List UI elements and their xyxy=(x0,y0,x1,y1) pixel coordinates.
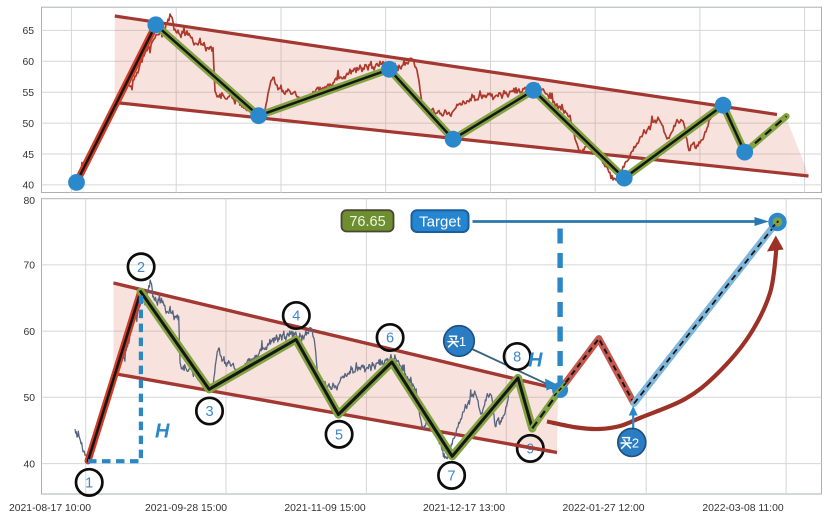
svg-text:2: 2 xyxy=(632,436,639,451)
svg-text:40: 40 xyxy=(23,459,35,470)
svg-text:2: 2 xyxy=(137,260,145,276)
svg-text:9: 9 xyxy=(526,441,534,457)
svg-text:2022-03-08 11:00: 2022-03-08 11:00 xyxy=(702,503,783,514)
svg-text:2022-01-27 12:00: 2022-01-27 12:00 xyxy=(562,503,644,514)
svg-text:4: 4 xyxy=(292,309,300,325)
svg-text:50: 50 xyxy=(23,393,35,404)
svg-text:76.65: 76.65 xyxy=(349,214,385,230)
svg-text:2021-09-28 15:00: 2021-09-28 15:00 xyxy=(145,503,227,514)
svg-text:H: H xyxy=(528,350,543,372)
svg-text:60: 60 xyxy=(22,57,34,68)
svg-text:1: 1 xyxy=(85,475,93,491)
svg-text:2021-08-17 10:00: 2021-08-17 10:00 xyxy=(9,503,91,514)
svg-text:Target: Target xyxy=(419,213,462,230)
svg-text:H: H xyxy=(155,421,170,443)
svg-text:45: 45 xyxy=(22,150,34,161)
svg-text:2021-11-09 15:00: 2021-11-09 15:00 xyxy=(284,503,365,514)
svg-text:8: 8 xyxy=(513,350,521,366)
svg-text:60: 60 xyxy=(23,327,35,338)
svg-text:40: 40 xyxy=(22,181,34,192)
svg-text:5: 5 xyxy=(335,427,343,443)
svg-text:7: 7 xyxy=(448,468,456,484)
svg-text:50: 50 xyxy=(22,119,34,130)
svg-text:55: 55 xyxy=(22,88,34,99)
svg-text:80: 80 xyxy=(23,196,35,207)
svg-text:1: 1 xyxy=(459,334,466,349)
svg-text:3: 3 xyxy=(205,404,213,420)
svg-text:2021-12-17 13:00: 2021-12-17 13:00 xyxy=(423,503,505,514)
svg-text:6: 6 xyxy=(386,331,394,347)
svg-text:65: 65 xyxy=(22,26,34,37)
svg-text:70: 70 xyxy=(23,261,35,272)
